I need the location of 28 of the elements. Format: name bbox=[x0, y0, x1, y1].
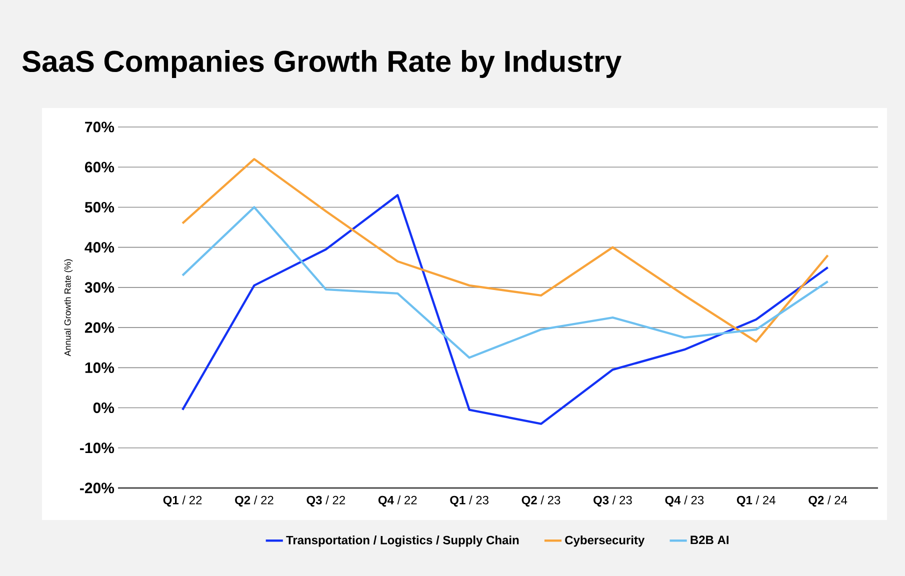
legend-label: Cybersecurity bbox=[565, 536, 645, 547]
legend-label: Transportation / Logistics / Supply Chain bbox=[286, 536, 519, 547]
line-series bbox=[181, 206, 829, 359]
x-tick-label: Q2 / 24 bbox=[808, 496, 848, 507]
x-tick-label: Q2 / 23 bbox=[522, 496, 560, 507]
chart-title: SaaS Companies Growth Rate by Industry bbox=[22, 50, 622, 78]
y-tick-label: 30% bbox=[84, 282, 114, 293]
x-tick-label: Q1 / 24 bbox=[736, 496, 776, 507]
y-axis-title: Annual Growth Rate (%) bbox=[64, 259, 73, 356]
x-tick-label: Q4 / 23 bbox=[665, 496, 704, 507]
y-tick-label: 70% bbox=[85, 122, 114, 132]
x-tick-label: Q1 / 23 bbox=[450, 496, 488, 507]
x-tick-label: Q3 / 22 bbox=[306, 496, 345, 507]
x-tick-label: Q4 / 22 bbox=[378, 496, 417, 507]
x-tick-label: Q2 / 22 bbox=[235, 496, 274, 507]
line-series bbox=[181, 194, 829, 425]
y-tick-label: 0% bbox=[93, 402, 114, 414]
y-tick-label: 10% bbox=[85, 362, 114, 373]
x-tick-label: Q1 / 22 bbox=[163, 496, 202, 507]
y-tick-label: 50% bbox=[84, 202, 114, 213]
y-tick-label: 40% bbox=[84, 242, 114, 253]
y-tick-label: -10% bbox=[80, 442, 114, 454]
x-tick-label: Q3 / 23 bbox=[594, 496, 632, 507]
y-tick-label: 60% bbox=[84, 162, 114, 172]
legend-label: B2B AI bbox=[690, 536, 728, 544]
line-series bbox=[181, 158, 829, 343]
y-tick-label: -20% bbox=[80, 482, 114, 494]
y-tick-label: 20% bbox=[84, 322, 114, 333]
